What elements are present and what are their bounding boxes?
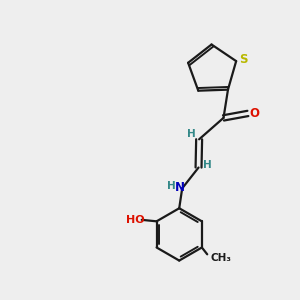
Text: O: O — [249, 107, 260, 120]
Text: H: H — [167, 181, 175, 191]
Text: CH₃: CH₃ — [210, 253, 231, 263]
Text: H: H — [187, 129, 196, 139]
Text: HO: HO — [126, 215, 144, 225]
Text: H: H — [203, 160, 212, 170]
Text: N: N — [175, 181, 185, 194]
Text: S: S — [239, 53, 248, 66]
